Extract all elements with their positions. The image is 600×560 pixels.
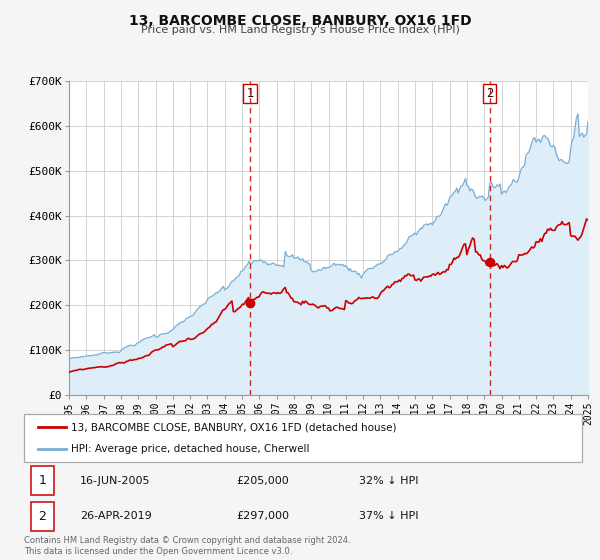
Text: 2: 2 bbox=[38, 510, 46, 523]
Text: This data is licensed under the Open Government Licence v3.0.: This data is licensed under the Open Gov… bbox=[24, 547, 292, 556]
Text: Contains HM Land Registry data © Crown copyright and database right 2024.: Contains HM Land Registry data © Crown c… bbox=[24, 536, 350, 545]
Text: 1: 1 bbox=[38, 474, 46, 487]
FancyBboxPatch shape bbox=[24, 414, 582, 462]
Text: £297,000: £297,000 bbox=[236, 511, 289, 521]
Text: 2: 2 bbox=[486, 87, 493, 100]
Text: 16-JUN-2005: 16-JUN-2005 bbox=[80, 476, 151, 486]
Text: 13, BARCOMBE CLOSE, BANBURY, OX16 1FD: 13, BARCOMBE CLOSE, BANBURY, OX16 1FD bbox=[128, 14, 472, 28]
Text: 37% ↓ HPI: 37% ↓ HPI bbox=[359, 511, 418, 521]
Text: 32% ↓ HPI: 32% ↓ HPI bbox=[359, 476, 418, 486]
Text: 26-APR-2019: 26-APR-2019 bbox=[80, 511, 152, 521]
FancyBboxPatch shape bbox=[31, 466, 54, 496]
Text: 13, BARCOMBE CLOSE, BANBURY, OX16 1FD (detached house): 13, BARCOMBE CLOSE, BANBURY, OX16 1FD (d… bbox=[71, 422, 397, 432]
Text: HPI: Average price, detached house, Cherwell: HPI: Average price, detached house, Cher… bbox=[71, 444, 310, 454]
Text: 1: 1 bbox=[246, 87, 254, 100]
Text: £205,000: £205,000 bbox=[236, 476, 289, 486]
Text: Price paid vs. HM Land Registry's House Price Index (HPI): Price paid vs. HM Land Registry's House … bbox=[140, 25, 460, 35]
FancyBboxPatch shape bbox=[31, 502, 54, 531]
